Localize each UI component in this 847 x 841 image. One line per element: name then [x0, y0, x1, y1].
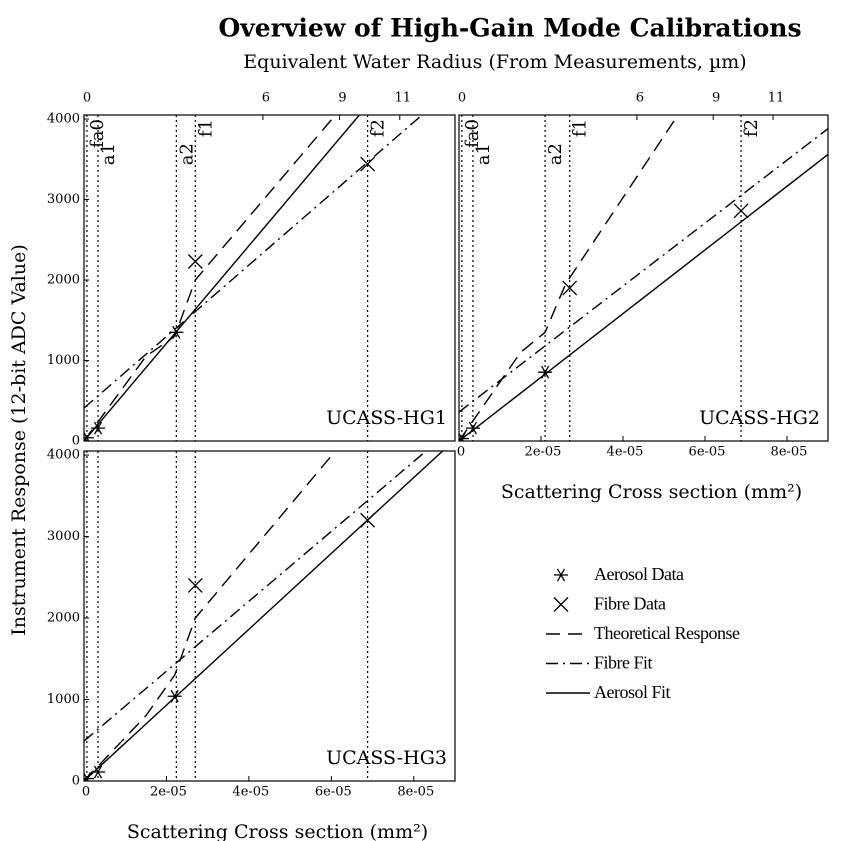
- solid-line: [84, 115, 360, 441]
- asterisk-marker: [91, 421, 106, 435]
- x2-tick-label: 6: [262, 91, 270, 106]
- x2-tick-label: 11: [768, 91, 785, 106]
- x-tick-label: 6e-05: [689, 445, 726, 460]
- legend-label: Fibre Fit: [594, 653, 653, 673]
- title: Overview of High-Gain Mode Calibrations: [218, 14, 801, 43]
- legend-label: Theoretical Response: [594, 623, 740, 643]
- x-tick-label: 4e-05: [607, 445, 644, 460]
- x-tick-label: 0: [82, 785, 90, 800]
- x2-tick-label: 11: [394, 91, 411, 106]
- cross-marker: [733, 203, 749, 219]
- y-tick-label: 1000: [47, 692, 80, 707]
- reference-label: a2: [545, 143, 566, 165]
- asterisk-marker: [465, 421, 480, 435]
- cross-marker: [553, 597, 569, 612]
- y-tick-label: 3000: [47, 529, 80, 544]
- y-tick-label: 3000: [47, 192, 80, 207]
- y-tick-label: 4000: [47, 448, 80, 463]
- reference-label: f2: [368, 119, 389, 137]
- x2-tick-label: 9: [712, 91, 720, 106]
- reference-label: f1: [570, 119, 591, 137]
- cross-marker: [562, 280, 578, 296]
- dashed-line: [459, 115, 679, 441]
- y-tick-label: 2000: [47, 273, 80, 288]
- asterisk-marker: [554, 568, 568, 582]
- panel-label: UCASS-HG2: [699, 407, 820, 429]
- reference-label: a1: [98, 143, 119, 165]
- y-tick-label: 1000: [47, 353, 80, 368]
- plot-area: [84, 115, 423, 441]
- y-tick-label: 4000: [47, 112, 80, 127]
- y-tick-label: 2000: [47, 611, 80, 626]
- dashdot-line: [84, 115, 423, 409]
- reference-label: fa0: [87, 119, 108, 148]
- y-tick-label: 0: [72, 434, 80, 449]
- x-tick-label: 8e-05: [771, 445, 808, 460]
- x-axis-label: Scattering Cross section (mm²): [127, 821, 428, 841]
- reference-label: fa0: [462, 119, 483, 148]
- solid-line: [459, 153, 828, 441]
- dashdot-line: [84, 451, 427, 742]
- x2-tick-label: 9: [338, 91, 346, 106]
- reference-label: a1: [473, 143, 494, 165]
- x-tick-label: 8e-05: [397, 785, 434, 800]
- x-tick-label: 2e-05: [525, 445, 562, 460]
- x2-tick-label: 0: [458, 91, 466, 106]
- reference-label: f2: [741, 119, 762, 137]
- x2-tick-label: 6: [636, 91, 644, 106]
- x-tick-label: 4e-05: [232, 785, 269, 800]
- panel-label: UCASS-HG3: [326, 747, 447, 769]
- dashed-line: [84, 451, 336, 781]
- x-tick-label: 0: [457, 445, 465, 460]
- axes-frame: [83, 450, 456, 782]
- y-axis-label: Instrument Response (12-bit ADC Value): [8, 244, 30, 636]
- axes-frame: [458, 114, 829, 442]
- x2-tick-label: 0: [83, 91, 91, 106]
- x-tick-label: 6e-05: [315, 785, 352, 800]
- asterisk-marker: [167, 689, 182, 703]
- x-axis-label: Scattering Cross section (mm²): [501, 481, 802, 503]
- plot-area: [459, 115, 828, 441]
- panel-label: UCASS-HG1: [326, 407, 447, 429]
- legend-label: Aerosol Data: [594, 564, 684, 584]
- cross-marker: [360, 156, 376, 172]
- y-tick-label: 0: [72, 774, 80, 789]
- legend-label: Fibre Data: [594, 594, 666, 614]
- dashdot-line: [459, 128, 828, 413]
- axes-frame: [83, 114, 456, 442]
- plot-area: [84, 451, 444, 781]
- cross-marker: [187, 577, 203, 593]
- reference-label: a2: [176, 143, 197, 165]
- dashed-line: [84, 115, 336, 441]
- cross-marker: [187, 254, 203, 269]
- reference-label: f1: [195, 119, 216, 137]
- x-tick-label: 2e-05: [150, 785, 187, 800]
- solid-line: [84, 451, 444, 781]
- top-axis-label: Equivalent Water Radius (From Measuremen…: [243, 51, 746, 73]
- legend-label: Aerosol Fit: [594, 682, 671, 702]
